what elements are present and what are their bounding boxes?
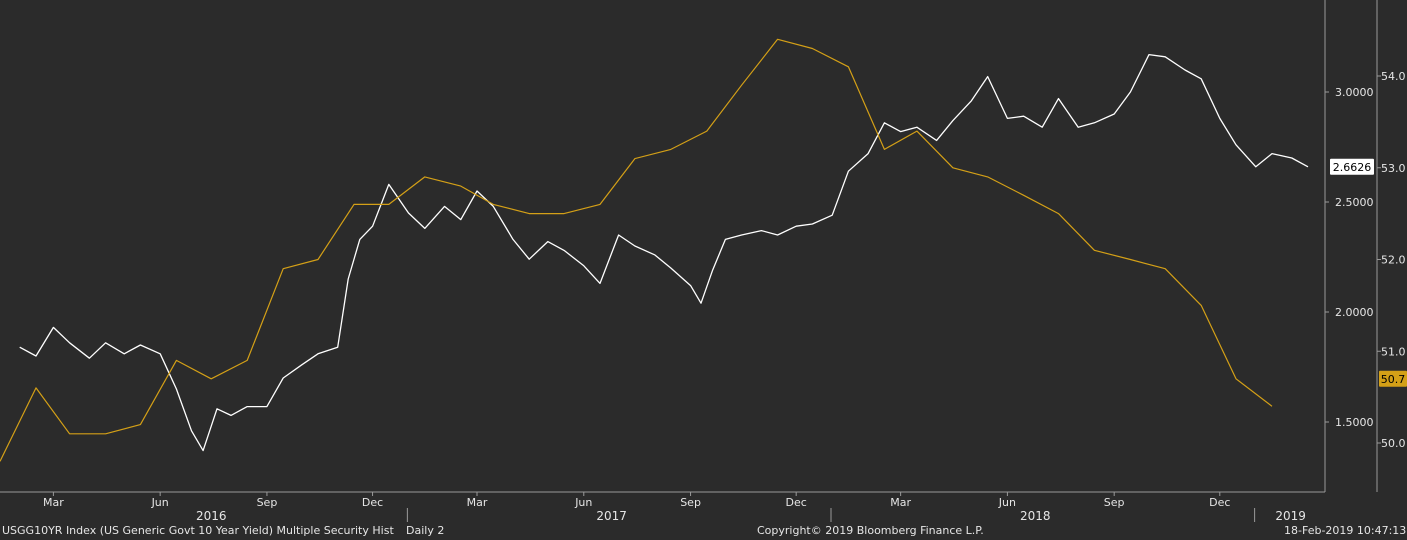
x-tick-label: Jun [574,496,592,509]
footer-timestamp: 18-Feb-2019 10:47:13 [1284,524,1407,537]
yield-series-line [19,53,1309,452]
x-tick-label: Dec [1209,496,1230,509]
footer-frequency: Daily 2 [406,524,445,537]
x-year-label: 2019 [1275,509,1306,523]
footer-security: USGG10YR Index (US Generic Govt 10 Year … [2,524,394,537]
outer-y-tick-label: 50.0 [1381,437,1406,450]
outer-y-tick-label: 53.0 [1381,162,1406,175]
x-tick-label: Jun [151,496,169,509]
yield-last-value-badge: 2.6626 [1330,158,1374,175]
pmi-series-line [0,38,1273,462]
x-year-label: 2018 [1020,509,1051,523]
chart-background [0,0,1407,524]
yield-last-value-box [1330,158,1374,175]
x-year-label: 2016 [196,509,227,523]
inner-y-tick-label: 2.5000 [1335,196,1374,209]
chart-area: Mar Jun Sep Dec Mar Jun Sep Dec Mar Jun Sep Dec 2016… [0,0,1407,524]
pmi-last-value: 50.7 [1381,373,1406,386]
inner-y-tick-label: 2.0000 [1335,306,1374,319]
inner-y-tick-label: 1.5000 [1335,416,1374,429]
pmi-last-value-badge: 50.7 [1379,370,1407,387]
outer-y-tick-label: 54.0 [1381,70,1406,83]
x-tick-label: Sep [1104,496,1125,509]
x-tick-label: Sep [680,496,701,509]
inner-y-tick-label: 3.0000 [1335,86,1374,99]
outer-y-tick-label: 51.0 [1381,345,1406,358]
x-tick-label: Dec [786,496,807,509]
x-tick-label: Jun [998,496,1016,509]
footer-copyright: Copyright© 2019 Bloomberg Finance L.P. [757,524,984,537]
x-tick-label: Sep [257,496,278,509]
x-tick-label: Dec [362,496,383,509]
x-tick-label: Mar [43,496,64,509]
x-tick-label: Mar [467,496,488,509]
x-tick-label: Mar [890,496,911,509]
outer-y-tick-label: 52.0 [1381,254,1406,267]
yield-last-value: 2.6626 [1333,161,1372,174]
pmi-last-value-box [1379,370,1407,387]
x-year-label: 2017 [596,509,627,523]
